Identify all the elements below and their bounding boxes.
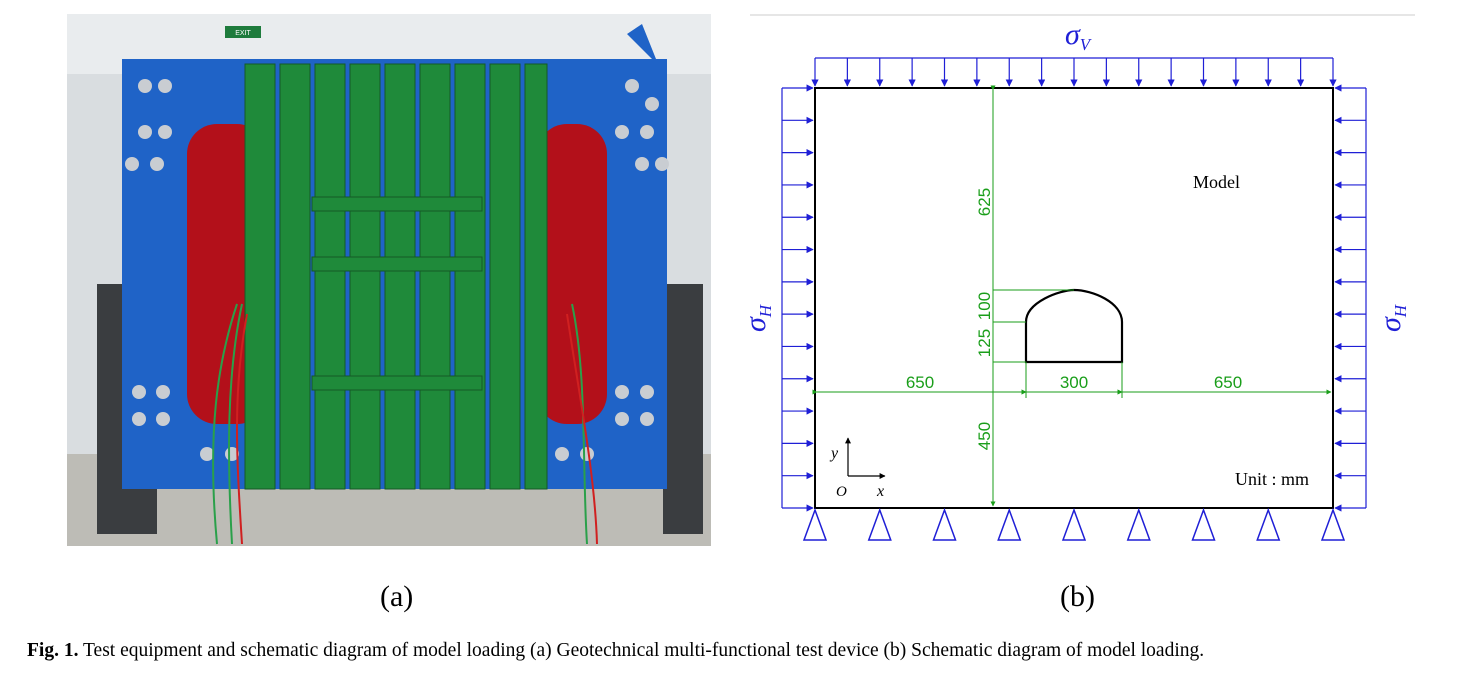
axis-origin-label: O xyxy=(836,484,847,500)
model-boundary xyxy=(814,87,1334,509)
axis-x-label: x xyxy=(876,483,884,500)
support-triangle xyxy=(802,507,828,541)
right-horizontal-load-arrows xyxy=(1334,84,1367,512)
support-triangle xyxy=(1061,507,1087,541)
dim-arch-label: 100 xyxy=(975,292,994,320)
dim-right-label: 650 xyxy=(1214,373,1242,392)
support-triangle xyxy=(867,507,892,541)
unit-label: Unit : mm xyxy=(1235,469,1309,489)
axis-y-label: y xyxy=(829,445,839,462)
figure-caption: Fig. 1. Test equipment and schematic dia… xyxy=(27,638,1455,664)
dim-bottom-label: 450 xyxy=(975,422,994,450)
dim-top-label: 625 xyxy=(975,188,994,216)
dim-left-label: 650 xyxy=(906,373,934,392)
coordinate-axes xyxy=(845,437,886,479)
panel-b-label: (b) xyxy=(1060,580,1095,613)
support-triangle xyxy=(1191,507,1216,541)
support-triangle xyxy=(932,507,957,541)
test-device-photo: EXIT xyxy=(67,14,711,546)
support-triangle xyxy=(1126,507,1151,541)
support-triangle xyxy=(997,507,1022,541)
support-triangle xyxy=(1256,507,1281,541)
caption-text: Test equipment and schematic diagram of … xyxy=(78,640,1205,661)
exit-sign-text: EXIT xyxy=(235,30,251,37)
tunnel-outline xyxy=(1024,288,1124,364)
figure-label: Fig. 1. xyxy=(27,640,79,661)
sigma-v-label: σV xyxy=(1065,18,1093,54)
model-label: Model xyxy=(1193,172,1240,192)
sigma-h-right-label: σH xyxy=(1374,303,1410,332)
dim-wall-label: 125 xyxy=(975,329,994,357)
left-horizontal-load-arrows xyxy=(781,84,814,512)
sigma-h-left-label: σH xyxy=(740,303,775,332)
panel-a-label: (a) xyxy=(380,580,414,613)
bottom-supports xyxy=(802,507,1346,541)
support-triangle xyxy=(1320,507,1346,541)
dim-tunnel-width-label: 300 xyxy=(1060,373,1088,392)
dimension-lines xyxy=(812,85,1332,507)
vertical-load-arrows xyxy=(811,57,1337,87)
loading-schematic: σV σH σH 625 100 125 xyxy=(739,10,1420,555)
